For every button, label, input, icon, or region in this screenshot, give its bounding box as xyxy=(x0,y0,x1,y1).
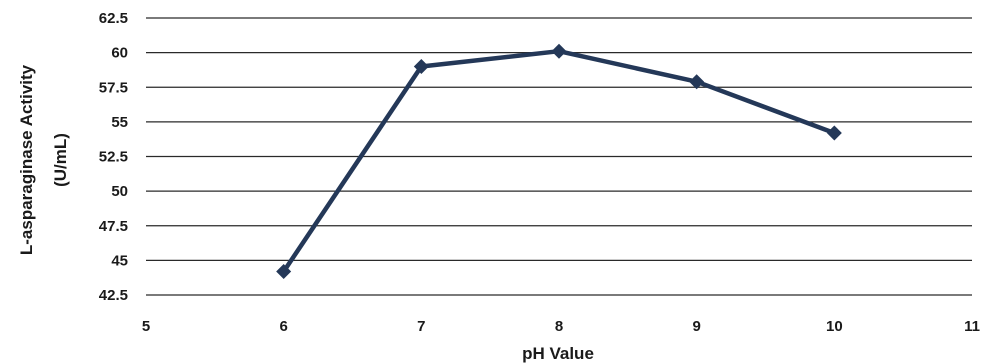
data-point-marker xyxy=(689,74,705,90)
x-tick-label: 5 xyxy=(142,318,150,335)
y-tick-label: 60 xyxy=(111,45,128,62)
y-tick-label: 52.5 xyxy=(99,149,128,166)
x-tick-label: 7 xyxy=(417,318,425,335)
series-group xyxy=(276,43,842,279)
gridlines xyxy=(146,17,972,296)
y-tick-label: 42.5 xyxy=(99,287,128,304)
data-point-marker xyxy=(276,263,292,279)
x-axis-title: pH Value xyxy=(522,344,594,363)
y-tick-label: 50 xyxy=(111,183,128,200)
y-tick-label: 62.5 xyxy=(99,10,128,27)
x-tick-label: 9 xyxy=(692,318,700,335)
y-tick-label: 57.5 xyxy=(99,79,128,96)
y-tick-label: 55 xyxy=(111,114,128,131)
data-point-marker xyxy=(413,58,429,74)
data-point-marker xyxy=(826,125,842,141)
x-tick-label: 6 xyxy=(279,318,287,335)
y-axis-title-line1: L-asparaginase Activity xyxy=(17,64,36,255)
x-tick-label: 8 xyxy=(555,318,563,335)
y-tick-label: 47.5 xyxy=(99,218,128,235)
x-tick-labels: 5 6 7 8 9 10 11 xyxy=(142,318,980,335)
data-point-marker xyxy=(551,43,567,59)
x-tick-label: 11 xyxy=(964,318,980,335)
x-tick-label: 10 xyxy=(826,318,843,335)
y-tick-labels: 42.5 45 47.5 50 52.5 55 57.5 60 62.5 xyxy=(99,10,128,304)
y-tick-label: 45 xyxy=(111,252,128,269)
series-line xyxy=(281,48,836,273)
y-axis-title-line2: (U/mL) xyxy=(51,133,70,187)
